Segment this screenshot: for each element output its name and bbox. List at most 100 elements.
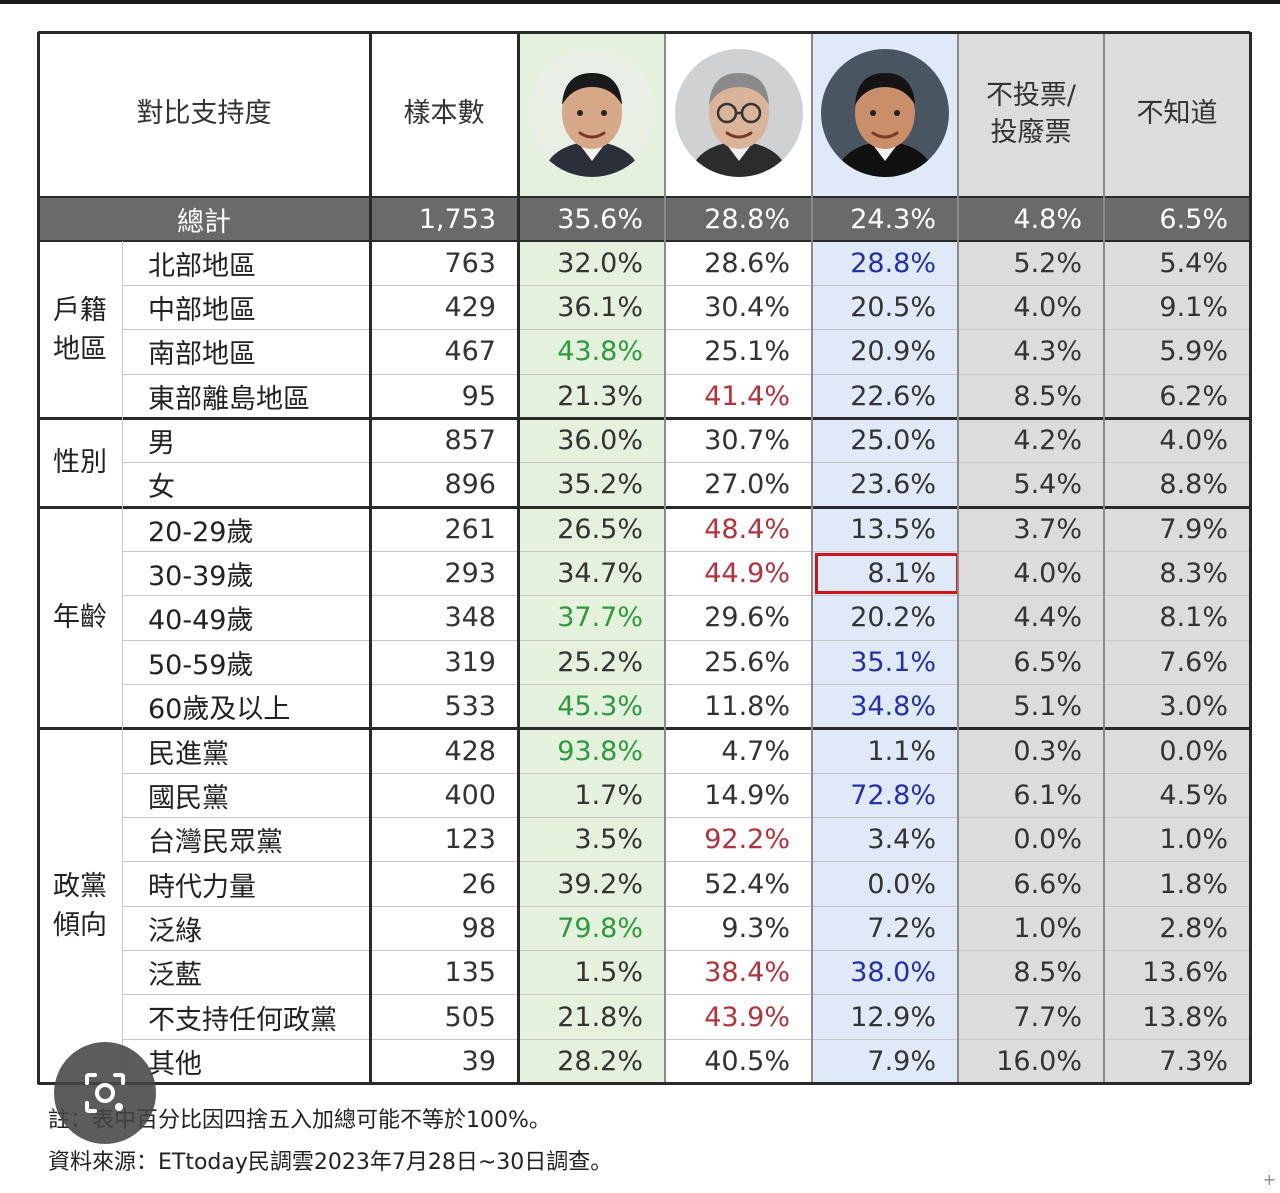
column-line [368, 32, 372, 1084]
data-cell: 0.0% [867, 868, 936, 900]
data-cell: 896 [444, 469, 496, 501]
camera-search-icon [85, 1073, 125, 1113]
data-cell: 4.5% [1159, 779, 1228, 811]
total-value: 28.8% [704, 203, 790, 235]
data-cell: 48.4% [704, 513, 790, 545]
data-cell: 5.2% [1013, 247, 1082, 279]
column-line [516, 32, 520, 1084]
data-cell: 4.7% [721, 735, 790, 767]
column-line [664, 32, 666, 1084]
data-cell: 505 [444, 1001, 496, 1033]
row-label: 泛藍 [148, 960, 202, 992]
row-divider [122, 684, 1250, 685]
data-cell: 14.9% [704, 779, 790, 811]
header-invalid-vote: 不投票/投廢票 [958, 32, 1104, 197]
data-cell: 79.8% [557, 912, 643, 944]
group-label: 戶籍 地區 [38, 241, 122, 418]
data-cell: 37.7% [557, 602, 643, 634]
data-cell: 8.5% [1013, 380, 1082, 412]
group-label-line: 戶籍 [53, 294, 107, 326]
row-divider [122, 595, 1250, 597]
data-cell: 34.8% [850, 691, 936, 723]
data-cell: 7.3% [1159, 1045, 1228, 1077]
group-label: 性別 [38, 418, 122, 507]
data-cell: 1.5% [574, 957, 643, 989]
table-top-border [38, 30, 1250, 34]
data-cell: 7.9% [867, 1045, 936, 1077]
data-cell: 12.9% [850, 1001, 936, 1033]
row-label: 國民黨 [148, 782, 229, 814]
header-title: 對比支持度 [136, 98, 272, 130]
total-value: 24.3% [850, 203, 936, 235]
total-label: 總計 [177, 206, 231, 238]
data-cell: 92.2% [704, 824, 790, 856]
row-label: 50-59歲 [148, 649, 254, 681]
data-cell: 98 [461, 912, 496, 944]
row-divider [122, 1038, 1250, 1040]
row-label: 30-39歲 [148, 561, 254, 593]
row-label: 40-49歲 [148, 605, 254, 637]
row-label: 女 [148, 472, 175, 504]
candidate-ko-photo-icon [674, 49, 803, 177]
data-cell: 40.5% [704, 1045, 790, 1077]
data-cell: 4.4% [1013, 602, 1082, 634]
group-divider [38, 727, 1250, 731]
data-cell: 39 [461, 1045, 496, 1077]
total-value: 35.6% [557, 203, 643, 235]
table-bottom-border [38, 1082, 1250, 1086]
data-cell: 3.7% [1013, 513, 1082, 545]
data-cell: 9.1% [1159, 292, 1228, 324]
data-cell: 13.8% [1142, 1001, 1228, 1033]
data-cell: 4.3% [1013, 336, 1082, 368]
group-label-line: 年齡 [53, 602, 107, 634]
row-label: 民進黨 [148, 738, 229, 770]
data-cell: 36.0% [557, 425, 643, 457]
data-cell: 20.5% [850, 292, 936, 324]
row-divider [122, 639, 1250, 641]
data-cell: 22.6% [850, 380, 936, 412]
data-cell: 429 [444, 292, 496, 324]
group-label: 年齡 [38, 507, 122, 729]
data-cell: 348 [444, 602, 496, 634]
row-divider [122, 994, 1250, 996]
group-label-line: 地區 [53, 333, 107, 365]
highlight-box [815, 553, 959, 594]
row-divider [122, 772, 1250, 774]
row-label: 泛綠 [148, 915, 202, 947]
data-cell: 261 [444, 513, 496, 545]
google-lens-icon[interactable] [54, 1042, 156, 1144]
column-line [1103, 32, 1105, 1084]
data-cell: 13.6% [1142, 957, 1228, 989]
data-cell: 6.5% [1013, 646, 1082, 678]
data-cell: 25.6% [704, 646, 790, 678]
data-cell: 0.0% [1159, 735, 1228, 767]
header-invalid-line2: 投廢票 [990, 116, 1072, 148]
data-cell: 72.8% [850, 779, 936, 811]
data-cell: 27.0% [704, 469, 790, 501]
row-divider [122, 905, 1250, 907]
header-divider [38, 196, 1250, 198]
data-cell: 4.0% [1013, 292, 1082, 324]
column-line [1248, 32, 1252, 1084]
group-label-line: 性別 [53, 447, 107, 479]
group-label: 政黨 傾向 [38, 729, 122, 1084]
header-invalid-line1: 不投票/ [985, 80, 1077, 112]
data-cell: 3.0% [1159, 691, 1228, 723]
row-divider [122, 950, 1250, 952]
data-cell: 1.1% [867, 735, 936, 767]
data-cell: 857 [444, 425, 496, 457]
data-cell: 34.7% [557, 558, 643, 590]
data-cell: 3.4% [867, 824, 936, 856]
data-cell: 26.5% [557, 513, 643, 545]
data-cell: 45.3% [557, 691, 643, 723]
group-label-line: 傾向 [53, 910, 107, 942]
data-cell: 21.3% [557, 380, 643, 412]
source-note: 資料來源：ETtoday民調雲2023年7月28日~30日調查。 [48, 1150, 613, 1175]
data-cell: 400 [444, 779, 496, 811]
data-cell: 32.0% [557, 247, 643, 279]
data-cell: 30.4% [704, 292, 790, 324]
data-cell: 428 [444, 735, 496, 767]
data-cell: 38.4% [704, 957, 790, 989]
data-cell: 8.5% [1013, 957, 1082, 989]
data-cell: 44.9% [704, 558, 790, 590]
